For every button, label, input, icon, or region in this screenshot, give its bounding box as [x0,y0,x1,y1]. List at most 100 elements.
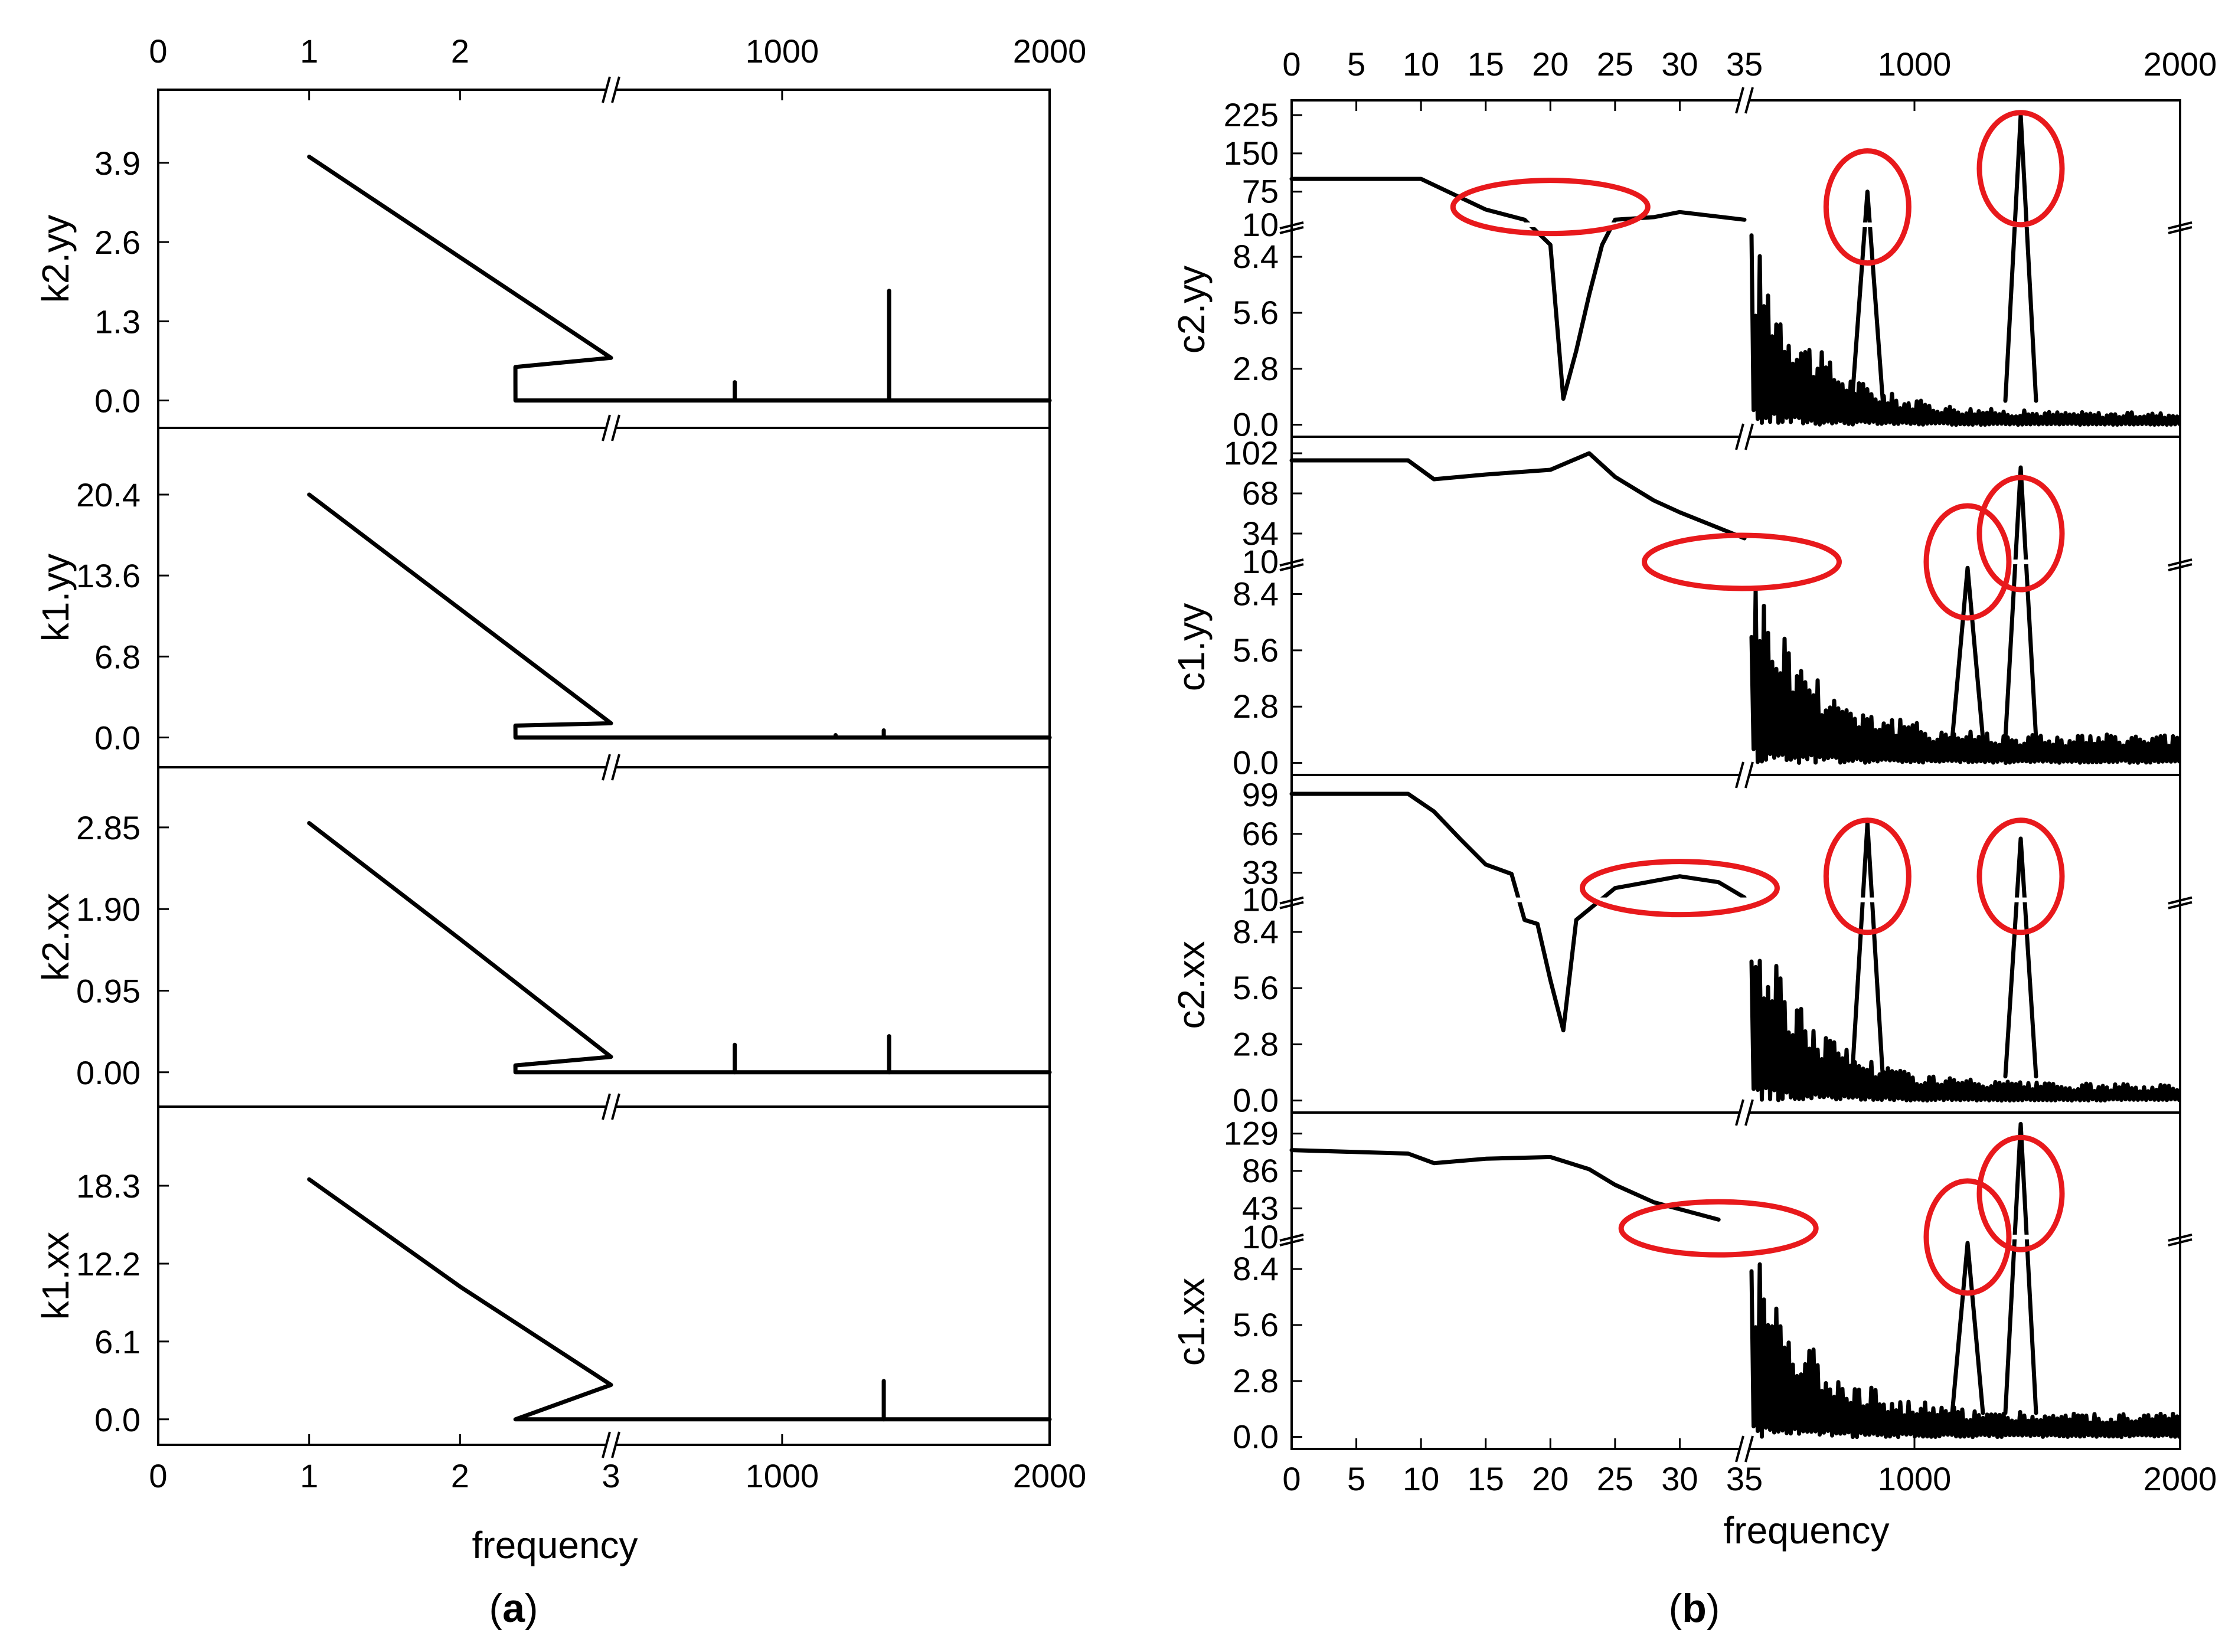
noise-trace [1749,959,2181,1103]
caption-a-open: ( [489,1586,502,1631]
y-upper-tick-label-2: 34 [1242,515,1279,552]
bottom-tick-label-b-9: 2000 [2143,1460,2217,1497]
y-lower-tick-label-2: 2.8 [1233,688,1279,725]
bottom-tick-label-b-8: 1000 [1878,1460,1952,1497]
axis-frame [1290,99,2181,438]
noise-trace [1749,233,2181,427]
top-tick-label-a-1: 1 [300,32,318,70]
bottom-tick-label-b-3: 15 [1468,1460,1504,1497]
top-tick-label-b-5: 25 [1597,45,1633,83]
caption-b-open: ( [1669,1586,1682,1631]
axis-break-top-right [611,76,620,103]
y-tick-label-0: 18.3 [76,1167,140,1205]
axis-break-top-right [1744,761,1754,789]
scale-break-mark [2168,901,2192,910]
highlight-ellipse [1976,817,2065,935]
axis-frame [1290,1111,2181,1450]
resonance-peak [2003,465,2038,741]
series-line [307,821,1052,1075]
caption-a: (a) [489,1586,538,1631]
resonance-peak [1850,821,1885,1079]
y-axis-label: c2.xx [1170,941,1213,1029]
y-upper-tick-label-0: 102 [1224,434,1279,472]
scale-break-mark [2168,558,2192,567]
resonance-peak [1950,565,1985,741]
top-tick-label-b-6: 30 [1661,45,1698,83]
y-tick-label-2: 1.3 [94,303,140,340]
y-tick-label-2: 0.95 [76,972,140,1009]
scale-break-mark [1279,558,1304,567]
axis-break-top-left [1735,1099,1744,1126]
top-tick-label-a-4: 2000 [1013,32,1087,70]
y-tick-label-1: 13.6 [76,557,140,594]
bottom-tick-label-a-2: 2 [451,1457,469,1494]
y-lower-tick-label-3: 0.0 [1233,1418,1279,1455]
y-tick-label-2: 6.8 [94,638,140,675]
scale-break-mark [2168,563,2192,571]
y-tick-label-0: 20.4 [76,476,140,513]
y-lower-tick-label-1: 5.6 [1233,294,1279,331]
top-tick-label-b-3: 15 [1468,45,1504,83]
scale-break-gap [1294,560,2178,565]
subplot-k2-yy: 3.9 2.6 1.3 0.0 k2.yy [34,74,1052,429]
top-tick-label-b-9: 2000 [2143,45,2217,83]
resonance-peak [2003,1121,2038,1415]
axis-break-top-left [1735,423,1744,450]
y-tick-label-0: 3.9 [94,145,140,182]
top-tick-label-b-0: 0 [1282,45,1301,83]
y-upper-tick-label-1: 150 [1224,135,1279,172]
series-line [307,1177,1052,1422]
series-line [1289,451,1747,541]
scale-break-gap [1294,897,2178,902]
axis-frame [157,89,1051,429]
y-upper-tick-label-3: 10 [1242,1218,1279,1255]
y-upper-tick-label-3: 10 [1242,543,1279,580]
y-axis-label: c1.xx [1170,1278,1213,1366]
y-lower-tick-label-0: 8.4 [1233,1250,1279,1287]
y-upper-tick-label-2: 75 [1242,173,1279,210]
y-tick-label-1: 2.6 [94,224,140,261]
bottom-tick-label-b-6: 30 [1661,1460,1698,1497]
axis-break-top-left [602,754,611,781]
axis-frame [157,1105,1051,1446]
y-tick-label-1: 1.90 [76,891,140,928]
resonance-peak [1950,1241,1985,1415]
top-tick-label-b-7: 35 [1726,45,1763,83]
scale-break-mark [2168,225,2192,234]
highlight-ellipse [1976,110,2065,228]
y-axis-label: k1.yy [34,554,77,642]
y-lower-tick-label-2: 2.8 [1233,350,1279,387]
top-tick-label-b-1: 5 [1347,45,1365,83]
resonance-peak [2003,836,2038,1079]
axis-break-top-left [602,76,611,103]
y-lower-tick-label-1: 5.6 [1233,969,1279,1006]
axis-break-top-left [1735,761,1744,789]
caption-b: (b) [1669,1586,1720,1631]
y-upper-tick-label-0: 129 [1224,1115,1279,1152]
bottom-tick-label-b-7: 35 [1726,1460,1763,1497]
y-axis-label: k2.xx [34,893,77,981]
y-upper-tick-label-0: 225 [1224,96,1279,133]
bottom-tick-label-b-4: 20 [1532,1460,1569,1497]
scale-break-gap [1294,1234,2178,1239]
series-line [307,155,1052,403]
scale-break-mark [1279,563,1304,571]
y-tick-label-1: 12.2 [76,1245,140,1283]
axis-break-top-right [1744,423,1754,450]
noise-trace [1749,588,2181,766]
y-lower-tick-label-1: 5.6 [1233,1306,1279,1343]
scale-break-mark [2168,1233,2192,1242]
y-lower-tick-label-2: 2.8 [1233,1025,1279,1062]
bottom-tick-label-a-3: 3 [602,1457,620,1494]
y-upper-tick-label-3: 10 [1242,881,1279,918]
scale-break-mark [1279,225,1304,234]
highlight-ellipse [1923,1178,2012,1296]
y-axis-label: k2.yy [34,215,77,303]
scale-break-gap [1294,222,2178,227]
series-line [1289,791,1747,1033]
highlight-ellipse [1823,148,1911,266]
